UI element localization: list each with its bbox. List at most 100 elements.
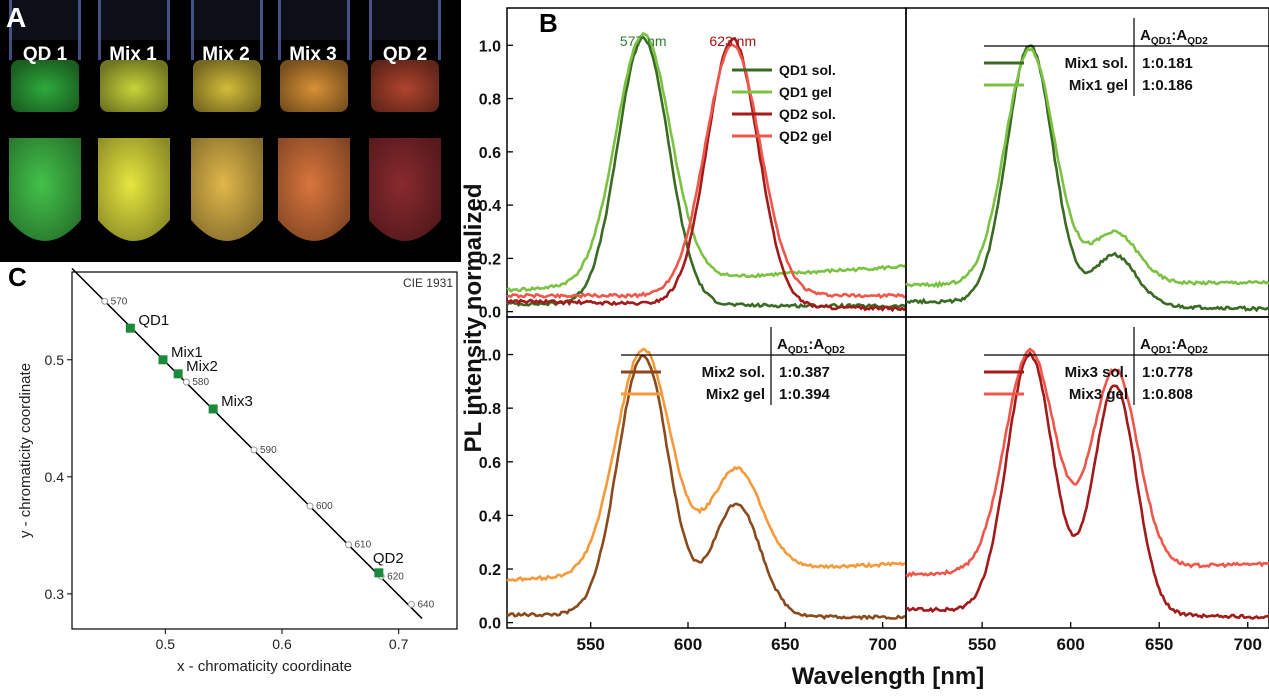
- y-tick-label: 0.6: [479, 455, 501, 472]
- wavelength-mark-label: 640: [418, 599, 435, 610]
- table-series-name: Mix3 gel: [1069, 386, 1128, 403]
- vial-edge: [78, 0, 81, 60]
- vial-solution: [371, 60, 439, 112]
- x-tick-label: 650: [771, 635, 799, 654]
- vial-edge: [98, 0, 101, 60]
- legend-label: QD1 gel: [779, 84, 832, 100]
- spectrum-line: [506, 43, 907, 299]
- vial-gel: [9, 138, 81, 241]
- x-tick-label: 0.6: [272, 636, 292, 652]
- table-series-name: Mix2 gel: [706, 386, 765, 403]
- vial-gel: [278, 138, 350, 241]
- wavelength-mark-label: 580: [192, 377, 209, 388]
- spectrum-line: [506, 347, 907, 583]
- sample-point-label: QD2: [373, 550, 404, 567]
- pl-spectra-plot: B 0.0 0.2 0.4 0.6 0.8 1.0 QD1 sol. QD1 gel QD2 s…: [460, 7, 1269, 690]
- x-tick-label: 0.5: [156, 636, 176, 652]
- spectrum-line: [506, 36, 907, 313]
- spectrum-line: [905, 347, 1269, 578]
- y-tick-label: 1.0: [479, 348, 501, 365]
- sample-point: [374, 568, 384, 578]
- y-tick-label: 0.4: [45, 469, 65, 485]
- table-ratio: 1:0.387: [779, 364, 830, 381]
- wavelength-mark: [250, 446, 258, 454]
- y-tick-label: 0.8: [479, 92, 501, 109]
- vial-label-mix3: Mix 3: [289, 44, 337, 65]
- legend-label: QD1 sol.: [779, 62, 836, 78]
- wavelength-mark: [408, 600, 415, 608]
- wavelength-mark-label: 600: [316, 501, 333, 512]
- x-tick-label: 700: [868, 635, 896, 654]
- vial-solution: [280, 60, 348, 112]
- y-tick-label: 0.4: [479, 508, 501, 525]
- wavelength-mark-label: 570: [111, 296, 128, 307]
- vial-gel: [98, 138, 170, 241]
- spectrum-line: [905, 350, 1269, 620]
- vial-edge: [278, 0, 281, 60]
- x-tick-label: 600: [1056, 635, 1084, 654]
- vial-top: [278, 0, 350, 40]
- subplot-frame: [905, 316, 1269, 629]
- sample-point: [173, 369, 183, 379]
- y-axis-label: PL intensity normalized: [461, 184, 487, 453]
- spectrum-line: [905, 44, 1269, 313]
- vial-label-mix1: Mix 1: [109, 44, 157, 65]
- legend-label: QD2 gel: [779, 128, 832, 144]
- panel-b-letter: B: [539, 8, 558, 38]
- table-series-name: Mix1 sol.: [1065, 55, 1128, 72]
- vial-label-mix2: Mix 2: [202, 44, 250, 65]
- sample-point-label: QD1: [138, 312, 169, 329]
- vial-edge: [260, 0, 263, 60]
- vial-label-qd2: QD 2: [382, 44, 428, 65]
- spectral-locus-line: [71, 267, 423, 619]
- spectrum-line: [506, 35, 907, 310]
- vial-edge: [167, 0, 170, 60]
- sample-point-label: Mix1: [171, 344, 203, 361]
- spectrum-line: [506, 31, 907, 293]
- vial-photograph: A QD 1 Mix 1 Mix 2 Mix 3 QD 2: [0, 0, 461, 262]
- wavelength-mark: [101, 297, 109, 305]
- y-tick-label: 1.0: [479, 38, 501, 55]
- vial-edge: [438, 0, 441, 60]
- vial-label-qd1: QD 1: [22, 44, 68, 65]
- table-series-name: Mix2 sol.: [702, 364, 765, 381]
- wavelength-mark: [182, 378, 190, 386]
- peak-annotation: 577 nm: [620, 33, 667, 49]
- y-axis-label: y - chromaticity coordinate: [17, 363, 34, 538]
- sample-point: [125, 323, 135, 333]
- vial-top: [191, 0, 263, 40]
- x-tick-label: 650: [1145, 635, 1173, 654]
- y-tick-label: 0.4: [479, 198, 501, 215]
- vial-solution: [100, 60, 168, 112]
- table-ratio: 1:0.186: [1142, 77, 1193, 94]
- vial-edge: [191, 0, 194, 60]
- x-tick-label: 550: [968, 635, 996, 654]
- spectrum-line: [905, 47, 1269, 289]
- x-tick-label: 600: [674, 635, 702, 654]
- y-tick-label: 0.0: [479, 305, 501, 322]
- panel-c-letter: C: [8, 262, 27, 292]
- pl-spectra-chart: B 0.0 0.2 0.4 0.6 0.8 1.0 QD1 sol. QD1 gel QD2 s…: [460, 0, 1269, 695]
- wavelength-mark-label: 590: [260, 445, 277, 456]
- table-series-name: Mix1 gel: [1069, 77, 1128, 94]
- y-tick-label: 0.5: [45, 352, 65, 368]
- spectrum-line: [506, 354, 906, 621]
- x-axis-label: x - chromaticity coordinate: [177, 658, 352, 675]
- vial-gel: [369, 138, 441, 241]
- table-ratio: 1:0.778: [1142, 364, 1193, 381]
- y-tick-label: 0.3: [45, 586, 65, 602]
- sample-point-label: Mix3: [221, 393, 253, 410]
- legend-label: QD2 sol.: [779, 106, 836, 122]
- vial-edge: [347, 0, 350, 60]
- vial-top: [369, 0, 441, 40]
- vial-solution: [193, 60, 261, 112]
- vial-gel: [191, 138, 263, 241]
- vial-top: [9, 0, 81, 40]
- table-header: AQD1:AQD2: [1140, 27, 1208, 47]
- vial-edge: [9, 0, 12, 60]
- vial-solution: [11, 60, 79, 112]
- table-header: AQD1:AQD2: [1140, 336, 1208, 356]
- vial-edge: [369, 0, 372, 60]
- vial-top: [98, 0, 170, 40]
